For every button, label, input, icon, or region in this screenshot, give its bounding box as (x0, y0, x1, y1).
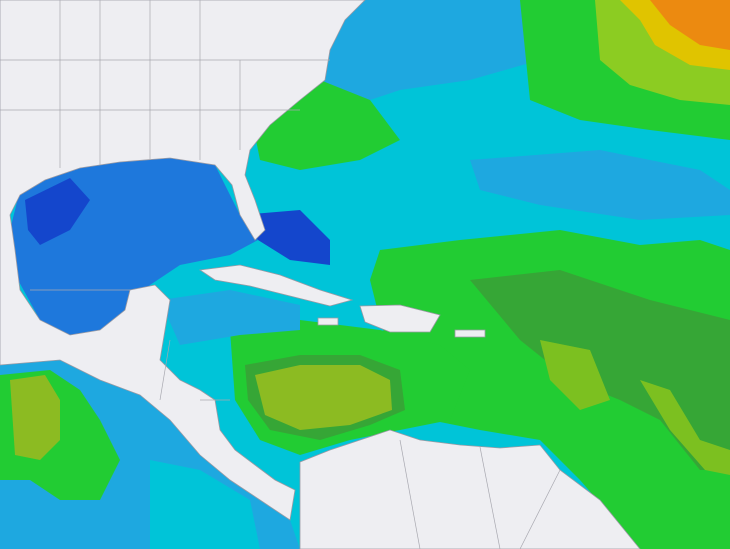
wave-band (255, 365, 392, 430)
wave-band (470, 150, 730, 220)
state-borders (0, 0, 561, 549)
wave-band (10, 375, 60, 460)
hispaniola (359, 304, 441, 333)
wave-band (160, 290, 300, 345)
wave-band (650, 0, 730, 50)
wave-band (640, 380, 730, 475)
south-america (299, 429, 641, 549)
north-central-america (0, 0, 366, 521)
wave-band (540, 340, 610, 410)
jamaica (317, 317, 339, 326)
wave-band (150, 460, 260, 549)
wave-band (300, 0, 560, 110)
wave-band (25, 178, 90, 245)
puerto-rico (454, 329, 486, 338)
cuba (198, 264, 354, 307)
